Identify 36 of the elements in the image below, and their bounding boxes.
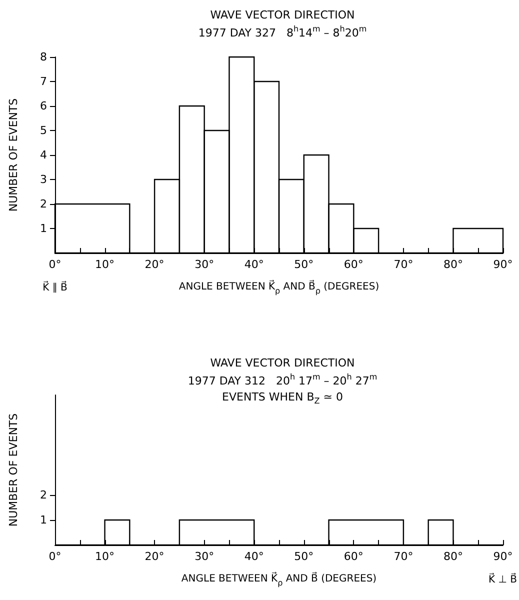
annotation: K⃗ ⊥ B⃗ (488, 572, 518, 586)
y-tick-label: 2 (40, 488, 47, 502)
x-tick-label: 20° (144, 258, 164, 271)
x-tick-label: 70° (394, 550, 414, 563)
x-tick-label: 90° (493, 258, 513, 271)
x-tick-label: 80° (443, 258, 463, 271)
y-axis-title: NUMBER OF EVENTS (7, 98, 20, 212)
x-tick-label: 20° (144, 550, 164, 563)
x-tick-label: 70° (394, 258, 414, 271)
x-tick-label: 90° (493, 550, 513, 563)
x-tick-label: 0° (48, 550, 62, 563)
x-tick-label: 10° (95, 550, 115, 563)
annotation: K⃗ ∥ B⃗ (42, 280, 68, 294)
x-tick-label: 40° (244, 550, 264, 563)
x-tick-label: 60° (344, 550, 364, 563)
x-tick-label: 10° (95, 258, 115, 271)
x-tick-label: 60° (344, 258, 364, 271)
chart-title: WAVE VECTOR DIRECTION (210, 8, 355, 22)
x-tick-label: 30° (194, 258, 214, 271)
x-tick-label: 0° (48, 258, 62, 271)
y-tick-label: 1 (40, 222, 47, 235)
chart-title: WAVE VECTOR DIRECTION (210, 356, 355, 370)
y-tick-label: 5 (40, 124, 47, 137)
y-tick-label: 7 (40, 75, 47, 88)
y-tick-label: 1 (40, 514, 47, 526)
y-tick-label: 6 (40, 100, 47, 112)
y-tick-label: 4 (40, 148, 47, 162)
x-tick-label: 50° (294, 258, 314, 271)
x-tick-label: 40° (244, 258, 264, 271)
x-tick-label: 30° (194, 550, 214, 563)
y-tick-label: 3 (40, 173, 47, 186)
x-tick-label: 80° (443, 550, 463, 563)
y-axis-title: NUMBER OF EVENTS (7, 413, 20, 527)
y-tick-label: 2 (40, 198, 47, 210)
x-tick-label: 50° (294, 550, 314, 563)
y-tick-label: 8 (40, 50, 47, 64)
